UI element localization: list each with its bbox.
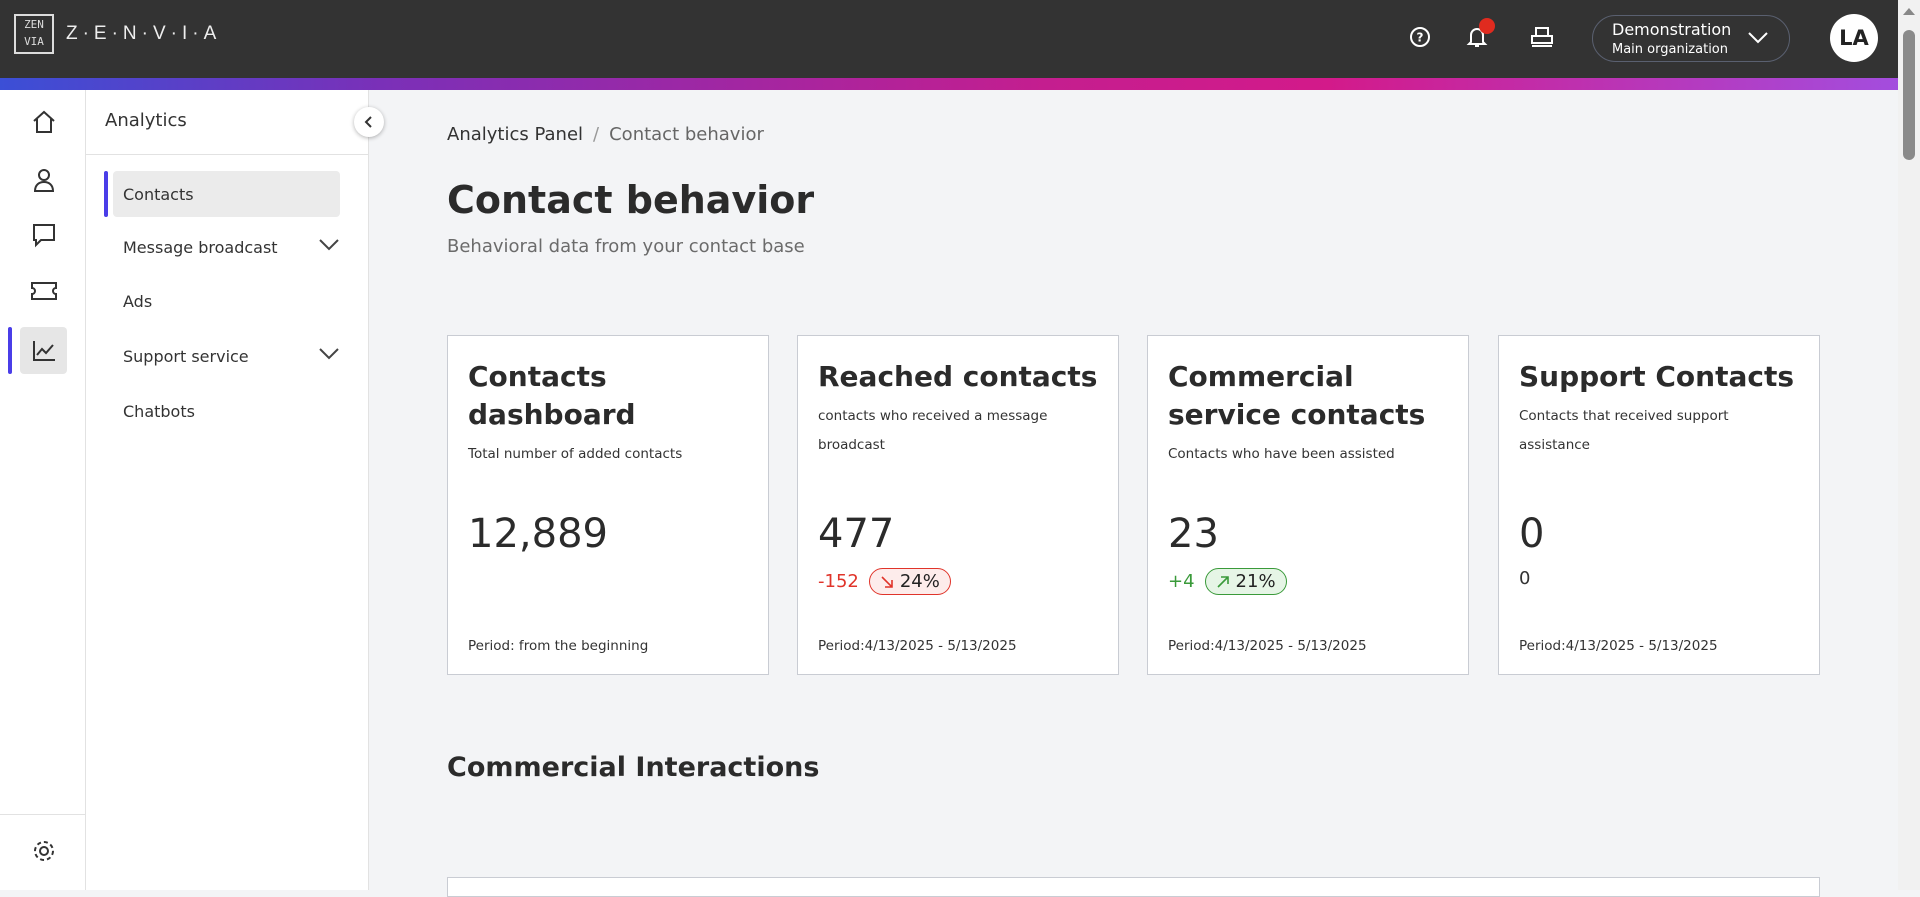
- active-indicator: [8, 327, 12, 374]
- sidebar-item-support-service[interactable]: Support service: [113, 333, 340, 379]
- ticket-icon[interactable]: [20, 267, 67, 314]
- organization-selector[interactable]: Demonstration Main organization: [1592, 15, 1790, 62]
- avatar[interactable]: LA: [1830, 14, 1878, 62]
- chevron-left-icon: [364, 116, 372, 128]
- sidebar-item-chatbots[interactable]: Chatbots: [113, 388, 340, 434]
- svg-text:?: ?: [1417, 31, 1424, 45]
- sidebar-item-message-broadcast[interactable]: Message broadcast: [113, 224, 340, 270]
- analytics-sidebar: Analytics Contacts Message broadcast Ads…: [86, 90, 369, 890]
- card-period: Period:4/13/2025 - 5/13/2025: [1519, 638, 1718, 654]
- breadcrumb-current: Contact behavior: [609, 124, 764, 145]
- card-delta: 0: [1519, 568, 1531, 589]
- home-icon[interactable]: [20, 98, 67, 145]
- contacts-dashboard-card: Contacts dashboard Total number of added…: [447, 335, 769, 675]
- card-value: 23: [1168, 511, 1219, 557]
- page-title: Contact behavior: [447, 178, 815, 222]
- chat-icon[interactable]: [20, 211, 67, 258]
- trend-badge: 21%: [1204, 568, 1287, 595]
- scroll-up-icon[interactable]: [1903, 8, 1915, 15]
- trend-percent: 24%: [899, 571, 940, 592]
- sidebar-item-contacts[interactable]: Contacts: [113, 171, 340, 217]
- analytics-icon[interactable]: [20, 327, 67, 374]
- commercial-interactions-panel: [447, 877, 1820, 897]
- brand-gradient-bar: [0, 78, 1898, 90]
- card-description: Contacts that received support assistanc…: [1519, 408, 1729, 453]
- card-period: Period:4/13/2025 - 5/13/2025: [818, 638, 1017, 654]
- card-value: 12,889: [468, 511, 608, 557]
- card-delta: -152: [818, 571, 859, 592]
- card-description: Total number of added contacts: [468, 446, 683, 462]
- card-value: 477: [818, 511, 895, 557]
- settings-gear-icon[interactable]: [20, 827, 67, 874]
- support-contacts-card: Support Contacts Contacts that received …: [1498, 335, 1820, 675]
- logo-mark: ZEN VIA: [14, 14, 54, 54]
- card-description: Contacts who have been assisted: [1168, 446, 1395, 462]
- notification-dot: [1479, 18, 1495, 34]
- user-icon[interactable]: [20, 156, 67, 203]
- card-title: Contacts dashboard: [468, 360, 636, 431]
- scrollbar-thumb[interactable]: [1903, 30, 1915, 160]
- arrow-up-right-icon: [1216, 575, 1229, 588]
- breadcrumb-parent[interactable]: Analytics Panel: [447, 124, 584, 145]
- trend-badge: 24%: [868, 568, 951, 595]
- card-period: Period: from the beginning: [468, 638, 649, 654]
- sidebar-item-label: Contacts: [123, 184, 194, 204]
- reached-contacts-card: Reached contacts contacts who received a…: [797, 335, 1119, 675]
- page-subtitle: Behavioral data from your contact base: [447, 236, 805, 257]
- printer-icon[interactable]: [1527, 22, 1557, 52]
- chevron-down-icon: [319, 348, 339, 360]
- card-period: Period:4/13/2025 - 5/13/2025: [1168, 638, 1367, 654]
- breadcrumb-separator: /: [593, 124, 600, 145]
- active-indicator: [104, 171, 108, 217]
- card-title: Commercial service contacts: [1168, 360, 1426, 431]
- chevron-down-icon: [319, 239, 339, 251]
- card-value: 0: [1519, 511, 1545, 557]
- commercial-service-contacts-card: Commercial service contacts Contacts who…: [1147, 335, 1469, 675]
- collapse-sidebar-button[interactable]: [354, 107, 384, 137]
- icon-rail: [0, 90, 86, 890]
- chevron-down-icon: [1748, 32, 1768, 44]
- card-delta: +4: [1168, 571, 1195, 592]
- arrow-down-right-icon: [881, 575, 893, 588]
- zenvia-logo[interactable]: ZEN VIA Z·E·N·V·I·A: [14, 14, 221, 54]
- card-title: Reached contacts: [818, 360, 1098, 393]
- sidebar-item-ads[interactable]: Ads: [113, 278, 340, 324]
- page-scrollbar[interactable]: [1898, 0, 1920, 890]
- card-description: contacts who received a message broadcas…: [818, 408, 1048, 453]
- rail-divider: [0, 814, 86, 815]
- logo-text: Z·E·N·V·I·A: [66, 23, 222, 44]
- sidebar-item-label: Chatbots: [123, 401, 195, 421]
- org-name: Demonstration: [1612, 20, 1732, 39]
- breadcrumb: Analytics Panel / Contact behavior: [447, 124, 764, 145]
- help-icon[interactable]: ?: [1405, 22, 1435, 52]
- trend-percent: 21%: [1235, 571, 1276, 592]
- sidebar-item-label: Support service: [123, 346, 249, 366]
- sidebar-item-label: Ads: [123, 291, 153, 311]
- card-title: Support Contacts: [1519, 360, 1795, 393]
- sidebar-item-label: Message broadcast: [123, 237, 278, 257]
- org-subtitle: Main organization: [1612, 42, 1728, 57]
- sidebar-title: Analytics: [105, 110, 187, 131]
- top-header: ZEN VIA Z·E·N·V·I·A ? Demonstration Main …: [0, 0, 1898, 78]
- sidebar-divider: [86, 154, 369, 155]
- section-title: Commercial Interactions: [447, 752, 820, 783]
